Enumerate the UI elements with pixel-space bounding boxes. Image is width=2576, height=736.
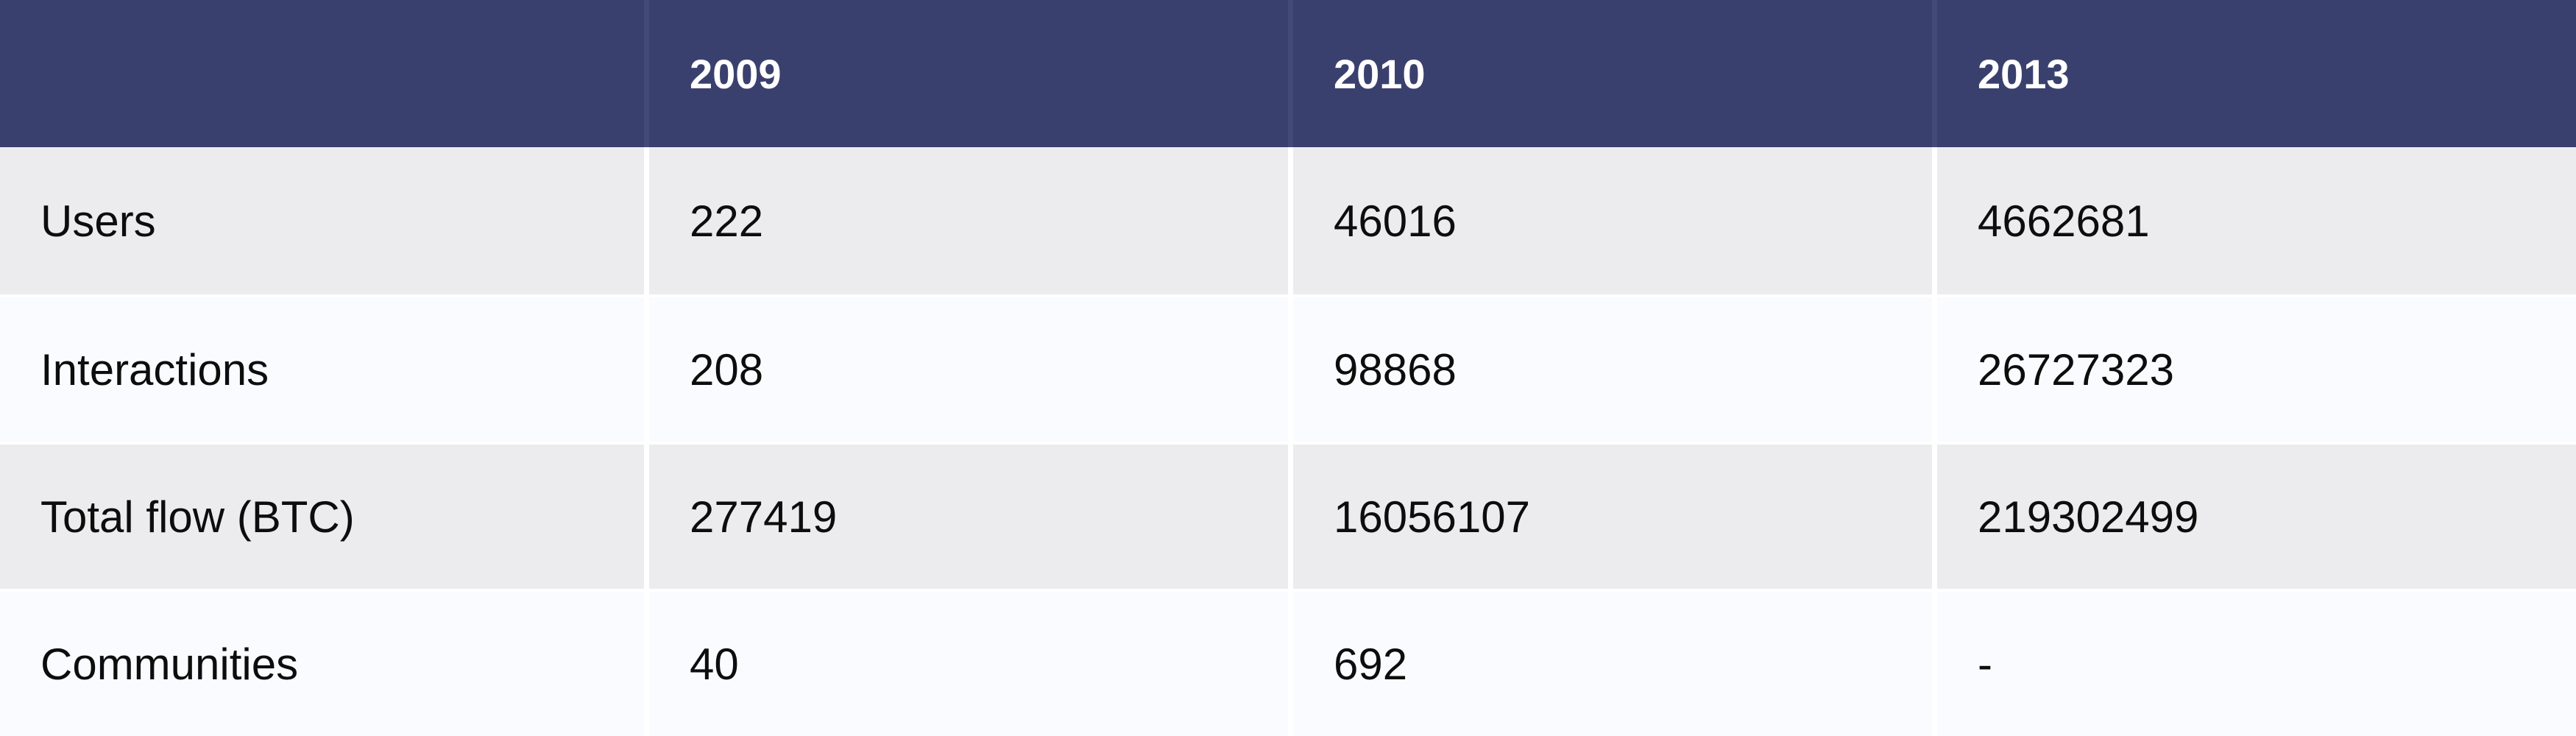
table-cell: 40 <box>644 589 1288 736</box>
header-cell-2009: 2009 <box>644 0 1288 147</box>
header-cell-empty <box>0 0 644 147</box>
row-label-users: Users <box>0 147 644 294</box>
table-cell: 4662681 <box>1932 147 2576 294</box>
table-cell: 208 <box>644 294 1288 442</box>
row-label-communities: Communities <box>0 589 644 736</box>
table-cell: 219302499 <box>1932 442 2576 589</box>
table-cell: 98868 <box>1288 294 1932 442</box>
row-label-interactions: Interactions <box>0 294 644 442</box>
table-cell: 46016 <box>1288 147 1932 294</box>
row-label-total-flow: Total flow (BTC) <box>0 442 644 589</box>
table-cell: 16056107 <box>1288 442 1932 589</box>
header-cell-2010: 2010 <box>1288 0 1932 147</box>
table-cell: 222 <box>644 147 1288 294</box>
table-cell: - <box>1932 589 2576 736</box>
table-cell: 692 <box>1288 589 1932 736</box>
table-cell: 277419 <box>644 442 1288 589</box>
header-cell-2013: 2013 <box>1932 0 2576 147</box>
table-cell: 26727323 <box>1932 294 2576 442</box>
